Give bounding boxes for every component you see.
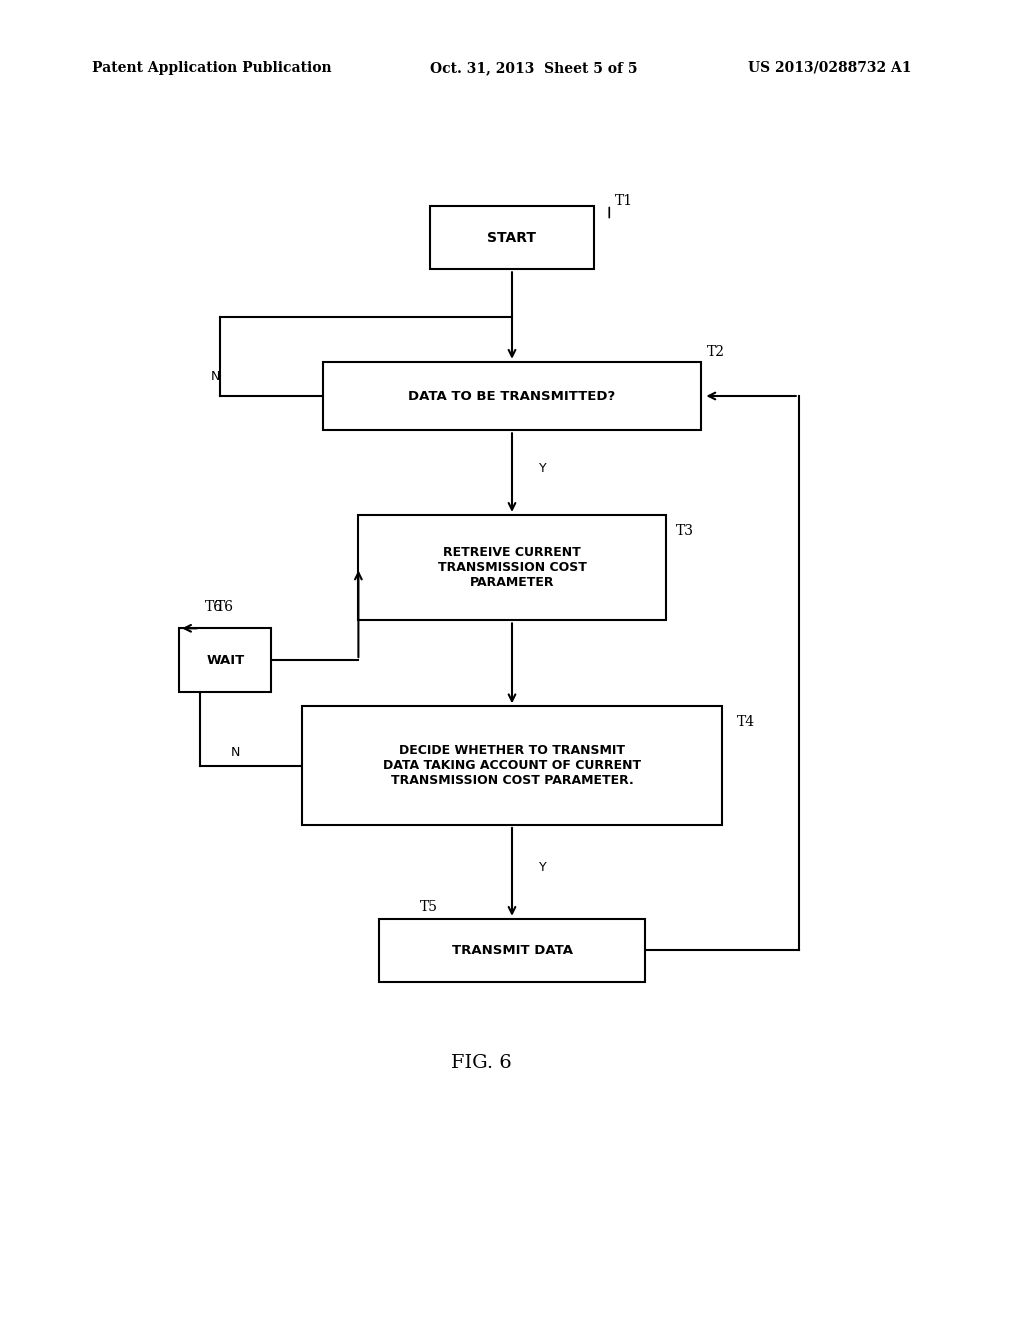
- Text: Y: Y: [539, 462, 547, 475]
- Text: FIG. 6: FIG. 6: [451, 1053, 512, 1072]
- Text: RETREIVE CURRENT
TRANSMISSION COST
PARAMETER: RETREIVE CURRENT TRANSMISSION COST PARAM…: [437, 546, 587, 589]
- Text: Y: Y: [539, 861, 547, 874]
- FancyBboxPatch shape: [323, 362, 701, 430]
- Text: DATA TO BE TRANSMITTED?: DATA TO BE TRANSMITTED?: [409, 389, 615, 403]
- Text: T6: T6: [216, 601, 234, 614]
- Text: TRANSMIT DATA: TRANSMIT DATA: [452, 944, 572, 957]
- Text: N: N: [210, 370, 220, 383]
- Text: T6: T6: [205, 601, 223, 614]
- FancyBboxPatch shape: [179, 628, 271, 692]
- Text: T5: T5: [420, 900, 438, 913]
- Text: T4: T4: [737, 715, 756, 729]
- Text: US 2013/0288732 A1: US 2013/0288732 A1: [748, 61, 911, 75]
- Text: T3: T3: [676, 524, 694, 537]
- Text: Oct. 31, 2013  Sheet 5 of 5: Oct. 31, 2013 Sheet 5 of 5: [430, 61, 638, 75]
- FancyBboxPatch shape: [379, 919, 645, 982]
- Text: START: START: [487, 231, 537, 244]
- Text: WAIT: WAIT: [206, 653, 245, 667]
- Text: N: N: [230, 746, 241, 759]
- Text: T2: T2: [707, 346, 725, 359]
- Text: Patent Application Publication: Patent Application Publication: [92, 61, 332, 75]
- Text: DECIDE WHETHER TO TRANSMIT
DATA TAKING ACCOUNT OF CURRENT
TRANSMISSION COST PARA: DECIDE WHETHER TO TRANSMIT DATA TAKING A…: [383, 744, 641, 787]
- FancyBboxPatch shape: [430, 206, 594, 269]
- FancyBboxPatch shape: [302, 706, 722, 825]
- Text: T1: T1: [614, 194, 633, 207]
- FancyBboxPatch shape: [358, 515, 666, 620]
